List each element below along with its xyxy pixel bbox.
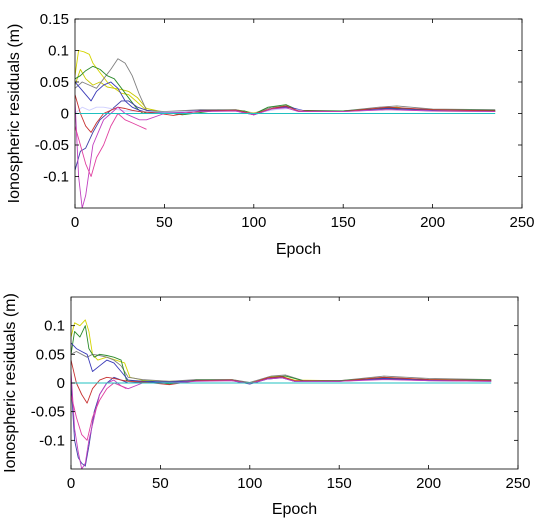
x-tick-label: 150 [327, 475, 352, 492]
top-chart: 0 50 100 150 200 250 -0.1 -0.05 0 0.05 0.1 0.15 Epoc… [6, 11, 535, 258]
y-axis-label: Ionospheric residuals (m) [2, 293, 19, 473]
x-tick-label: 200 [420, 214, 445, 231]
x-tick-label: 100 [237, 475, 262, 492]
x-tick-label: 100 [241, 214, 266, 231]
series-group [75, 50, 496, 208]
x-tick-label: 50 [156, 214, 173, 231]
y-tick-label: -0.1 [39, 432, 65, 449]
series-line-5 [71, 376, 492, 467]
x-tick-label: 150 [331, 214, 356, 231]
y-tick-label: -0.1 [43, 169, 69, 186]
x-tick-label: 200 [416, 475, 441, 492]
y-tick-label: 0.05 [40, 74, 69, 91]
x-tick-label: 250 [505, 475, 530, 492]
y-axis-label: Ionospheric residuals (m) [6, 24, 23, 204]
x-axis-label: Epoch [272, 501, 317, 518]
y-tick-label: -0.05 [35, 137, 69, 154]
series-line-1 [71, 319, 492, 384]
y-tick-label: 0.1 [44, 318, 65, 335]
series-line-10 [75, 113, 147, 177]
series-line-8 [75, 94, 496, 133]
x-tick-label: 250 [509, 214, 534, 231]
y-tick-label: -0.05 [31, 404, 65, 421]
y-tick-label: 0.15 [40, 11, 69, 28]
series-line-9 [75, 100, 496, 208]
series-line-7 [71, 371, 492, 469]
series-line-8 [71, 382, 127, 441]
series-line-1 [75, 50, 496, 114]
x-tick-label: 0 [67, 475, 75, 492]
series-line-6 [71, 359, 492, 404]
y-tick-label: 0 [57, 375, 65, 392]
y-tick-label: 0.05 [36, 346, 65, 363]
x-tick-label: 0 [71, 214, 79, 231]
bottom-chart: 0 50 100 150 200 250 -0.1 -0.05 0 0.05 0.1 Epoch Ion… [2, 293, 531, 518]
x-axis-label: Epoch [276, 241, 321, 258]
series-group [71, 319, 492, 469]
y-tick-label: 0.1 [48, 43, 69, 60]
x-tick-label: 50 [152, 475, 169, 492]
y-tick-label: 0 [61, 106, 69, 123]
